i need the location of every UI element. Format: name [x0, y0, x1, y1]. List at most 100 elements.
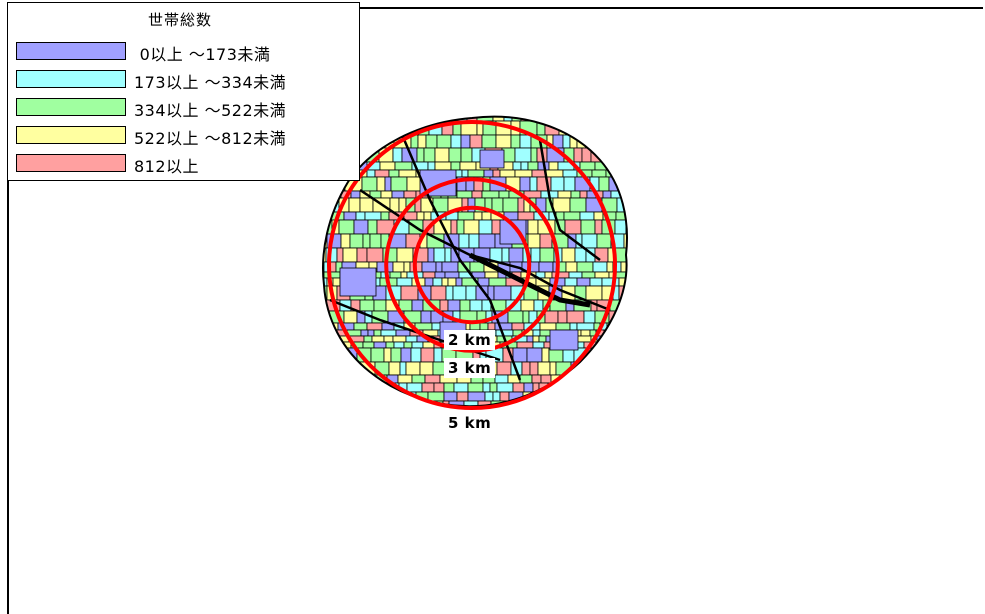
district-cell [468, 233, 480, 249]
district-cell [432, 277, 443, 287]
district-cell [628, 198, 643, 212]
road-line [398, 129, 522, 381]
district-cell [406, 382, 423, 393]
district-cell [569, 197, 587, 213]
district-cell [611, 134, 622, 149]
district-cell [411, 374, 426, 384]
district-cell [392, 147, 403, 163]
district-cell [559, 408, 569, 414]
district-cell [583, 310, 596, 324]
district-cell [324, 347, 333, 363]
district-cell [563, 382, 580, 393]
district-cell [416, 147, 425, 163]
district-cell [447, 299, 461, 312]
district-cell [503, 116, 513, 122]
district-cell [373, 329, 382, 337]
district-cell [420, 310, 432, 324]
legend-item: 812以上 [16, 153, 356, 176]
district-cell [591, 169, 607, 178]
district-cell [530, 147, 538, 163]
district-cell [545, 169, 564, 178]
district-cell [390, 400, 399, 407]
district-cell [463, 219, 480, 235]
district-cell [594, 271, 610, 279]
district-cell [439, 299, 449, 312]
district-cell [397, 400, 416, 407]
legend-label: 0以上 ～173未満 [134, 45, 271, 64]
district-cell [343, 211, 357, 221]
district-cell [366, 247, 384, 263]
district-cell [538, 335, 547, 343]
district-cell [420, 347, 435, 363]
district-cell [388, 116, 400, 122]
district-cell [532, 116, 545, 122]
district-cell [585, 285, 603, 301]
district-cell [625, 219, 627, 235]
district-cell [444, 247, 452, 263]
district-cell [527, 219, 539, 235]
district-cell [360, 120, 373, 136]
district-cell [603, 335, 618, 343]
district-cell [406, 116, 416, 122]
district-cell [423, 211, 432, 221]
district-cell [391, 190, 405, 199]
district-cell [629, 121, 643, 135]
district-cell [625, 299, 627, 312]
district-cell [327, 391, 345, 402]
district-cell [332, 277, 341, 287]
district-cell [434, 161, 452, 171]
district-cell [349, 233, 364, 249]
district-cell [576, 261, 594, 273]
district-cell [549, 329, 579, 351]
district-cell [427, 247, 435, 263]
district-cell [452, 285, 467, 301]
district-cell [579, 374, 587, 384]
district-cell [604, 147, 621, 163]
district-cell [508, 247, 524, 263]
district-cell [605, 347, 623, 363]
district-cell [576, 116, 594, 122]
district-cell [551, 271, 570, 279]
district-cell [465, 285, 477, 301]
district-cell [471, 190, 483, 199]
district-cell [614, 247, 627, 263]
district-cell [614, 219, 627, 235]
district-cell [466, 116, 478, 122]
district-cell [323, 335, 336, 343]
district-cell [366, 322, 383, 331]
district-cell [539, 322, 557, 331]
district-cell [537, 361, 551, 376]
district-cell [496, 382, 514, 393]
district-cell [499, 408, 516, 414]
district-cell [510, 134, 521, 149]
district-cell [388, 169, 400, 178]
district-cell [517, 211, 535, 221]
district-cell [424, 277, 434, 287]
road-lines [329, 129, 611, 381]
district-cell [584, 120, 597, 136]
district-cell [579, 211, 595, 221]
district-cell [612, 120, 624, 136]
district-cell [366, 391, 383, 402]
district-cell [546, 400, 563, 407]
district-cell [511, 322, 525, 331]
district-cell [338, 219, 355, 235]
district-cell [581, 271, 596, 279]
district-cell [586, 361, 597, 376]
district-cell [460, 134, 471, 149]
district-cell [481, 190, 500, 199]
district-cell [569, 322, 578, 331]
district-cell [633, 348, 647, 362]
district-cell [366, 169, 376, 178]
district-cell [441, 261, 459, 273]
district-cell [376, 176, 386, 192]
district-cell [607, 161, 616, 171]
district-cell [625, 161, 627, 171]
district-cell [323, 271, 341, 279]
district-cell [499, 169, 516, 178]
district-cell [357, 391, 368, 402]
district-cell [380, 190, 393, 199]
district-cell [334, 382, 349, 393]
district-cell [585, 374, 595, 384]
